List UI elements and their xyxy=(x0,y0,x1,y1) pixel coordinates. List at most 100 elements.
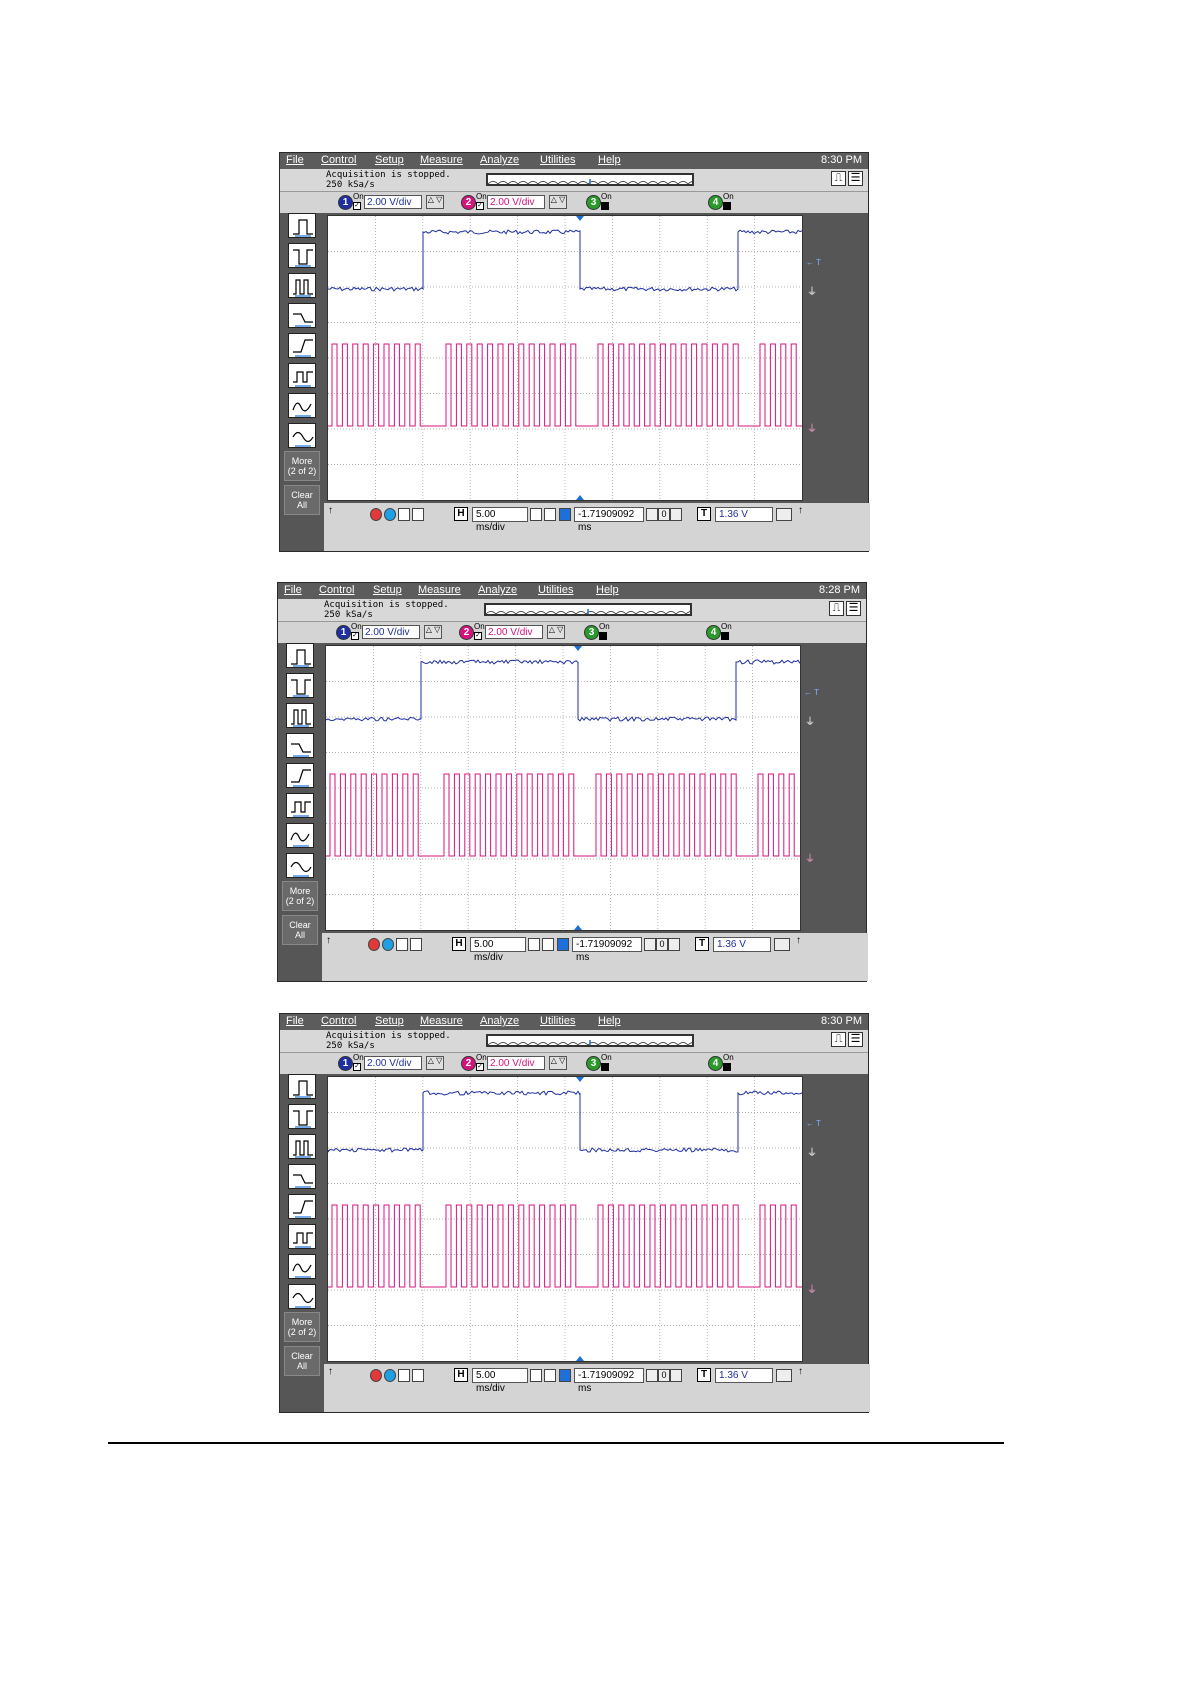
waveform-overview[interactable] xyxy=(484,603,692,616)
channel-2-scale[interactable]: 2.00 V/div xyxy=(487,195,545,209)
single-icon[interactable] xyxy=(384,508,396,521)
channel-4-checkbox[interactable] xyxy=(723,202,731,210)
channel-4-badge[interactable]: 4 xyxy=(706,625,721,640)
pulse-negative-icon[interactable] xyxy=(288,243,316,268)
print-icon[interactable] xyxy=(410,938,422,951)
delay-left-arrow-icon[interactable] xyxy=(646,508,658,521)
clear-all-button[interactable]: Clear All xyxy=(282,915,318,945)
rise-time-icon[interactable] xyxy=(288,1194,316,1219)
waveform-display[interactable] xyxy=(327,1076,803,1362)
pulse-mode-icon[interactable]: ⎍ xyxy=(831,1032,846,1047)
menu-file[interactable]: File xyxy=(284,584,302,596)
run-stop-icon[interactable] xyxy=(368,938,380,951)
menu-control[interactable]: Control xyxy=(321,154,357,166)
delay-field[interactable]: -1.71909092 ms xyxy=(572,937,642,963)
print-icon[interactable] xyxy=(412,508,424,521)
channel-2-scale[interactable]: 2.00 V/div xyxy=(487,1056,545,1070)
menu-control[interactable]: Control xyxy=(321,1015,357,1027)
channel-1-scale-spinner[interactable]: △ ▽ xyxy=(426,1056,444,1070)
trigger-level-spinner[interactable] xyxy=(776,508,792,521)
amplitude-icon[interactable] xyxy=(286,793,314,818)
delay-left-arrow-icon[interactable] xyxy=(646,1369,658,1382)
mouse-mode-icon[interactable]: ☰ xyxy=(848,1032,863,1047)
run-stop-icon[interactable] xyxy=(370,1369,382,1382)
delay-reference-icon[interactable] xyxy=(559,1369,571,1382)
trigger-position-bottom-marker[interactable] xyxy=(574,925,582,930)
trigger-level-spinner[interactable] xyxy=(776,1369,792,1382)
channel-3-checkbox[interactable] xyxy=(601,202,609,210)
trigger-position-bottom-marker[interactable] xyxy=(576,1356,584,1361)
channel-2-checkbox[interactable]: ✓ xyxy=(474,632,482,640)
channel-1-checkbox[interactable]: ✓ xyxy=(351,632,359,640)
menu-analyze[interactable]: Analyze xyxy=(480,154,520,166)
zoom-icon[interactable] xyxy=(530,508,542,521)
scroll-up-right-icon[interactable]: ↑ xyxy=(798,1366,803,1377)
menu-measure[interactable]: Measure xyxy=(418,584,461,596)
channel-4-badge[interactable]: 4 xyxy=(708,1056,723,1071)
trigger-level-marker[interactable]: ← T xyxy=(806,1119,821,1128)
delay-reference-icon[interactable] xyxy=(559,508,571,521)
run-stop-icon[interactable] xyxy=(370,508,382,521)
channel-3-checkbox[interactable] xyxy=(601,1063,609,1071)
screenshot-icon[interactable] xyxy=(398,1369,410,1382)
period-icon[interactable] xyxy=(288,273,316,298)
channel-2-badge[interactable]: 2 xyxy=(459,625,474,640)
menu-setup[interactable]: Setup xyxy=(373,584,402,596)
channel-4-checkbox[interactable] xyxy=(723,1063,731,1071)
waveform-display[interactable] xyxy=(327,215,803,501)
clear-all-button[interactable]: Clear All xyxy=(284,1346,320,1376)
trigger-position-bottom-marker[interactable] xyxy=(576,495,584,500)
channel-2-badge[interactable]: 2 xyxy=(461,195,476,210)
mouse-mode-icon[interactable]: ☰ xyxy=(846,601,861,616)
trigger-level-field[interactable]: 1.36 V xyxy=(715,507,773,522)
menu-setup[interactable]: Setup xyxy=(375,1015,404,1027)
waveform-overview[interactable] xyxy=(486,1034,694,1047)
channel-3-badge[interactable]: 3 xyxy=(586,195,601,210)
delay-right-arrow-icon[interactable] xyxy=(670,508,682,521)
more-button[interactable]: More (2 of 2) xyxy=(284,451,320,481)
channel-3-badge[interactable]: 3 xyxy=(586,1056,601,1071)
more-button[interactable]: More (2 of 2) xyxy=(282,881,318,911)
menu-measure[interactable]: Measure xyxy=(420,154,463,166)
channel-2-scale-spinner[interactable]: △ ▽ xyxy=(549,1056,567,1070)
pulse-positive-icon[interactable] xyxy=(286,643,314,668)
menu-utilities[interactable]: Utilities xyxy=(540,1015,576,1027)
rise-time-icon[interactable] xyxy=(288,333,316,358)
channel-1-scale[interactable]: 2.00 V/div xyxy=(362,625,420,639)
fall-time-icon[interactable] xyxy=(288,303,316,328)
scroll-up-icon[interactable]: ↑ xyxy=(326,935,331,946)
trigger-level-spinner[interactable] xyxy=(774,938,790,951)
scope-wave-icon[interactable] xyxy=(544,1369,556,1382)
scroll-up-right-icon[interactable]: ↑ xyxy=(798,505,803,516)
mouse-mode-icon[interactable]: ☰ xyxy=(848,171,863,186)
pulse-negative-icon[interactable] xyxy=(288,1104,316,1129)
menu-file[interactable]: File xyxy=(286,154,304,166)
delay-field[interactable]: -1.71909092 ms xyxy=(574,1368,644,1394)
menu-setup[interactable]: Setup xyxy=(375,154,404,166)
channel-2-ground-icon[interactable]: ⏚ xyxy=(807,1285,817,1296)
channel-1-scale-spinner[interactable]: △ ▽ xyxy=(424,625,442,639)
sine-cursor-icon[interactable] xyxy=(286,823,314,848)
print-icon[interactable] xyxy=(412,1369,424,1382)
channel-1-ground-icon[interactable]: ⏚ xyxy=(807,287,817,298)
pulse-mode-icon[interactable]: ⎍ xyxy=(831,171,846,186)
trigger-position-top-marker[interactable] xyxy=(574,646,582,651)
pulse-positive-icon[interactable] xyxy=(288,213,316,238)
scroll-up-icon[interactable]: ↑ xyxy=(328,505,333,516)
delay-zero-button[interactable]: 0 xyxy=(656,938,668,951)
channel-1-badge[interactable]: 1 xyxy=(336,625,351,640)
pulse-mode-icon[interactable]: ⎍ xyxy=(829,601,844,616)
channel-4-badge[interactable]: 4 xyxy=(708,195,723,210)
menu-control[interactable]: Control xyxy=(319,584,355,596)
menu-help[interactable]: Help xyxy=(598,1015,621,1027)
delay-field[interactable]: -1.71909092 ms xyxy=(574,507,644,533)
delay-zero-button[interactable]: 0 xyxy=(658,1369,670,1382)
trigger-level-marker[interactable]: ← T xyxy=(804,688,819,697)
amplitude-icon[interactable] xyxy=(288,1224,316,1249)
scope-wave-icon[interactable] xyxy=(542,938,554,951)
menu-analyze[interactable]: Analyze xyxy=(480,1015,520,1027)
channel-1-badge[interactable]: 1 xyxy=(338,195,353,210)
menu-measure[interactable]: Measure xyxy=(420,1015,463,1027)
channel-1-ground-icon[interactable]: ⏚ xyxy=(805,717,815,728)
delay-right-arrow-icon[interactable] xyxy=(668,938,680,951)
